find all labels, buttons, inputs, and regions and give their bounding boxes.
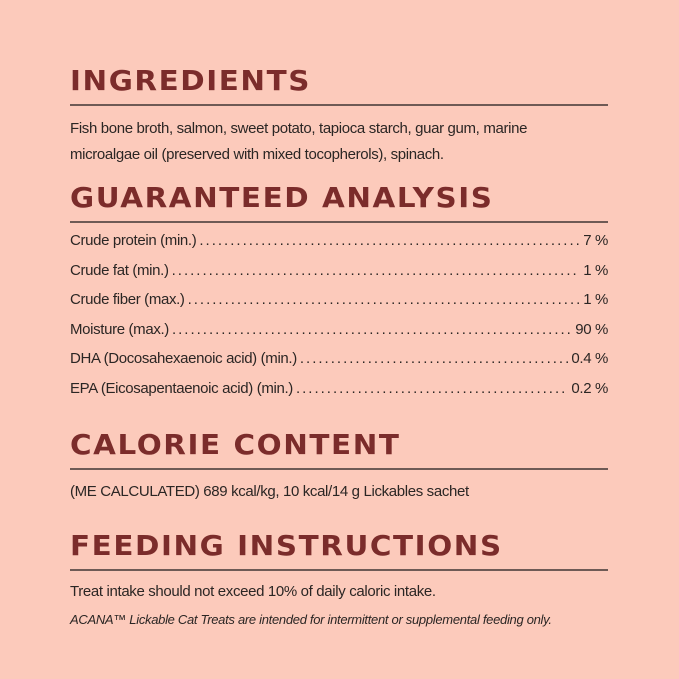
analysis-row: Crude protein (min.) 7 % xyxy=(70,232,608,249)
analysis-label: EPA (Eicosapentaenoic acid) (min.) xyxy=(70,379,293,397)
feeding-text: Treat intake should not exceed 10% of da… xyxy=(70,583,436,600)
analysis-value: 7 % xyxy=(583,232,608,249)
feeding-note: ACANA™ Lickable Cat Treats are intended … xyxy=(70,612,552,627)
analysis-row: EPA (Eicosapentaenoic acid) (min.) 0.2 % xyxy=(70,380,608,397)
divider xyxy=(70,221,608,223)
analysis-label: Crude fat (min.) xyxy=(70,261,169,279)
ingredients-text-line2: microalgae oil (preserved with mixed toc… xyxy=(70,146,444,163)
divider xyxy=(70,569,608,571)
analysis-row: DHA (Docosahexaenoic acid) (min.) 0.4 % xyxy=(70,350,608,367)
analysis-value: 90 % xyxy=(575,320,608,338)
ingredients-heading: INGREDIENTS xyxy=(70,64,311,97)
analysis-label: DHA (Docosahexaenoic acid) (min.) xyxy=(70,350,297,367)
analysis-value: 0.4 % xyxy=(571,350,608,367)
calorie-text: (ME CALCULATED) 689 kcal/kg, 10 kcal/14 … xyxy=(70,483,469,500)
dot-leader xyxy=(172,262,581,279)
analysis-label: Moisture (max.) xyxy=(70,320,169,338)
feeding-heading: FEEDING INSTRUCTIONS xyxy=(70,529,503,562)
dot-leader xyxy=(188,291,581,308)
dot-leader xyxy=(172,321,572,338)
analysis-row: Crude fiber (max.) 1 % xyxy=(70,291,608,308)
analysis-row: Crude fat (min.) 1 % xyxy=(70,262,608,279)
divider xyxy=(70,468,608,470)
dot-leader xyxy=(296,380,568,397)
ingredients-text-line1: Fish bone broth, salmon, sweet potato, t… xyxy=(70,120,528,137)
calorie-heading: CALORIE CONTENT xyxy=(70,428,401,461)
analysis-value: 1 % xyxy=(583,261,608,279)
analysis-label: Crude fiber (max.) xyxy=(70,291,185,308)
analysis-value: 1 % xyxy=(583,291,608,308)
dot-leader xyxy=(300,350,569,367)
analysis-label: Crude protein (min.) xyxy=(70,232,197,249)
analysis-value: 0.2 % xyxy=(571,379,608,397)
analysis-heading: GUARANTEED ANALYSIS xyxy=(70,181,494,214)
dot-leader xyxy=(199,232,580,249)
analysis-row: Moisture (max.) 90 % xyxy=(70,321,608,338)
divider xyxy=(70,104,608,106)
